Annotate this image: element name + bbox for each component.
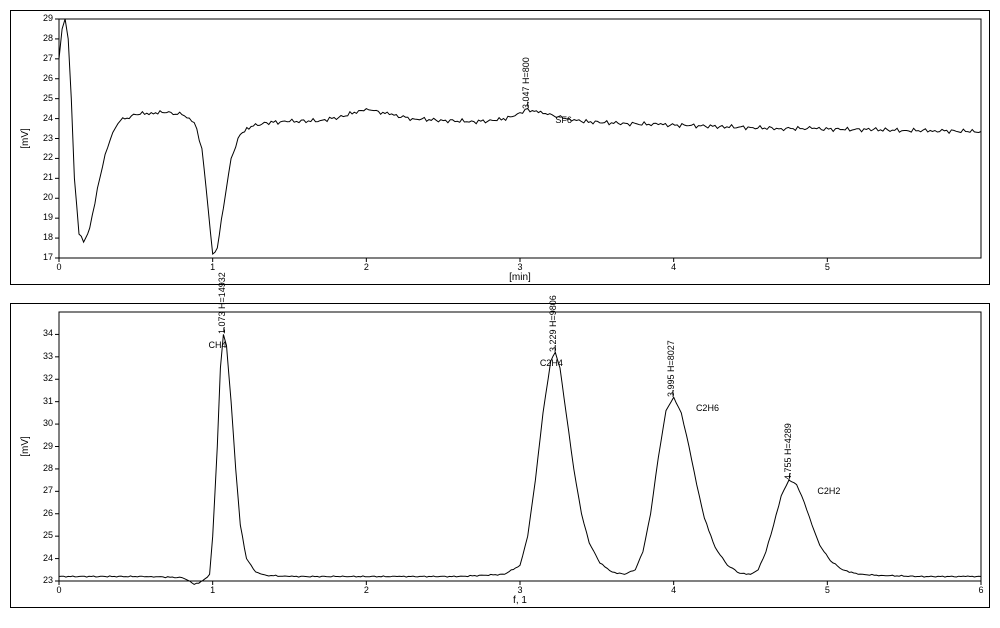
chart-svg [11, 304, 991, 609]
chromatogram-figure: 171819202122232425262728290123453.047 H=… [10, 10, 990, 608]
x-axis-label: [min] [500, 272, 540, 283]
chromatogram-trace [59, 334, 981, 584]
x-axis-label: f, 1 [500, 595, 540, 606]
bottom-chromatogram-panel: 23242526272829303132333401234561.073 H=1… [10, 303, 990, 608]
chart-svg [11, 11, 991, 286]
chromatogram-trace [59, 19, 981, 254]
y-axis-label: [mV] [20, 436, 31, 457]
y-axis-label: [mV] [20, 128, 31, 149]
top-chromatogram-panel: 171819202122232425262728290123453.047 H=… [10, 10, 990, 285]
